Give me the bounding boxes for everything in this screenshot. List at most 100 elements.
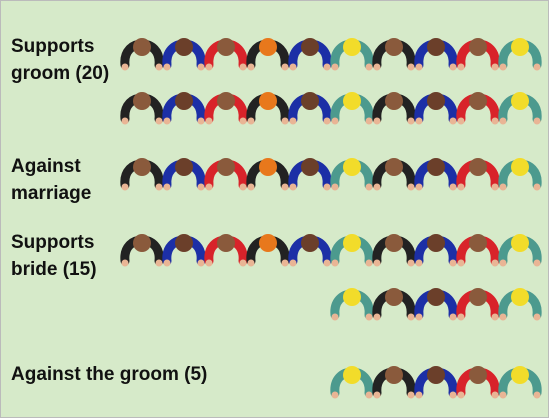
hand <box>155 117 163 125</box>
head <box>133 38 151 56</box>
hand <box>289 63 297 71</box>
hand <box>365 117 373 125</box>
hand <box>365 183 373 191</box>
hand <box>155 63 163 71</box>
head <box>217 92 235 110</box>
head <box>343 158 361 176</box>
person-icon <box>204 158 248 191</box>
head <box>469 38 487 56</box>
person-icon <box>372 38 416 71</box>
person-icon <box>120 234 164 267</box>
head <box>259 38 277 56</box>
hand <box>407 63 415 71</box>
head <box>343 288 361 306</box>
hand <box>533 183 541 191</box>
head <box>259 158 277 176</box>
person-icon <box>498 234 542 267</box>
person-icon <box>330 366 374 399</box>
hand <box>323 183 331 191</box>
head <box>385 38 403 56</box>
icon-group <box>330 366 542 399</box>
head <box>511 288 529 306</box>
hand <box>289 183 297 191</box>
person-icon <box>162 158 206 191</box>
person-icon <box>456 288 500 321</box>
icon-group <box>120 158 542 191</box>
hand <box>205 183 213 191</box>
person-icon <box>414 288 458 321</box>
hand <box>457 183 465 191</box>
hand <box>331 117 339 125</box>
person-icon <box>456 92 500 125</box>
person-icon <box>372 234 416 267</box>
hand <box>499 259 507 267</box>
hand <box>533 117 541 125</box>
head <box>133 234 151 252</box>
hand <box>373 117 381 125</box>
head <box>217 234 235 252</box>
head <box>343 92 361 110</box>
category-label: Supports groom (20) <box>11 36 110 84</box>
icon-group <box>120 38 542 125</box>
person-icon <box>330 92 374 125</box>
person-icon <box>498 92 542 125</box>
person-icon <box>330 234 374 267</box>
person-icon <box>414 158 458 191</box>
hand <box>457 313 465 321</box>
head <box>217 158 235 176</box>
person-icon <box>372 158 416 191</box>
hand <box>499 63 507 71</box>
hand <box>491 313 499 321</box>
hand <box>239 117 247 125</box>
head <box>133 158 151 176</box>
hand <box>247 117 255 125</box>
hand <box>289 259 297 267</box>
hand <box>415 259 423 267</box>
person-icon <box>456 366 500 399</box>
hand <box>407 259 415 267</box>
hand <box>281 117 289 125</box>
hand <box>533 259 541 267</box>
hand <box>415 391 423 399</box>
hand <box>491 63 499 71</box>
hand <box>289 117 297 125</box>
hand <box>365 63 373 71</box>
hand <box>247 183 255 191</box>
person-icon <box>498 288 542 321</box>
hand <box>373 259 381 267</box>
hand <box>415 313 423 321</box>
hand <box>365 259 373 267</box>
person-icon <box>456 158 500 191</box>
head <box>385 158 403 176</box>
hand <box>499 391 507 399</box>
hand <box>491 117 499 125</box>
person-icon <box>288 234 332 267</box>
person-icon <box>414 366 458 399</box>
head <box>427 38 445 56</box>
hand <box>121 117 129 125</box>
hand <box>323 259 331 267</box>
head <box>133 92 151 110</box>
category-label: Against the groom (5) <box>11 364 208 385</box>
head <box>427 288 445 306</box>
person-icon <box>372 366 416 399</box>
head <box>385 288 403 306</box>
hand <box>457 63 465 71</box>
hand <box>373 391 381 399</box>
hand <box>499 117 507 125</box>
hand <box>281 183 289 191</box>
hand <box>449 391 457 399</box>
hand <box>239 183 247 191</box>
head <box>469 366 487 384</box>
head <box>301 38 319 56</box>
hand <box>205 63 213 71</box>
head <box>385 234 403 252</box>
hand <box>449 63 457 71</box>
person-icon <box>456 38 500 71</box>
category-label: Against marriage <box>11 156 92 204</box>
hand <box>499 313 507 321</box>
hand <box>491 391 499 399</box>
hand <box>281 63 289 71</box>
